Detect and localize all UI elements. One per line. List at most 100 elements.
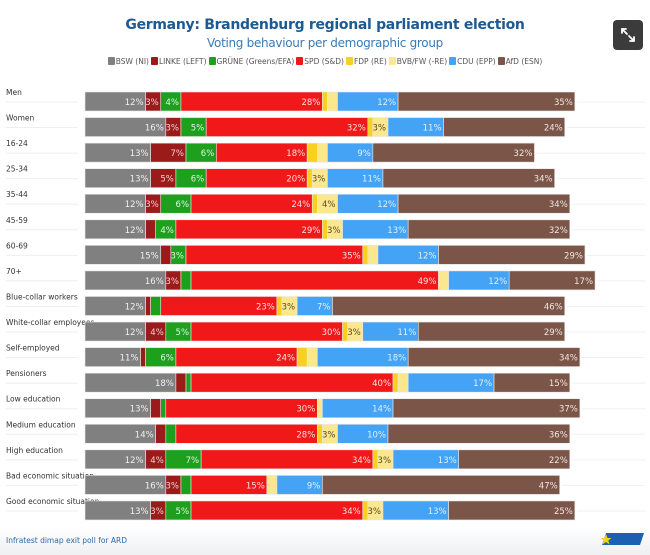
data-label: 17% (574, 277, 593, 287)
bar-segment (190, 270, 439, 291)
expand-icon (621, 28, 635, 42)
data-label: 3% (150, 507, 164, 517)
data-label: 7% (171, 149, 185, 159)
data-label: 11% (423, 124, 442, 134)
category-label: 70+ (6, 267, 22, 276)
data-label: 3% (145, 98, 159, 108)
bar-segment (397, 91, 576, 112)
legend-swatch (497, 57, 505, 65)
data-label: 15% (549, 379, 568, 389)
europe-elects-logo (600, 533, 644, 545)
data-label: 12% (125, 200, 144, 210)
data-label: 13% (130, 175, 149, 185)
data-label: 37% (559, 405, 578, 415)
bar-segment (387, 423, 571, 444)
data-label: 22% (549, 456, 568, 466)
bar-segment (266, 475, 278, 495)
data-label: 16% (145, 481, 164, 491)
bar-segment (508, 270, 596, 291)
legend-label: SPD (S&D) (304, 57, 344, 66)
bar-segment (200, 449, 374, 470)
legend-label: BVB/FW (-RE) (396, 57, 448, 66)
data-label: 12% (125, 456, 144, 466)
data-label: 4% (160, 226, 174, 236)
data-label: 13% (438, 456, 457, 466)
legend-item[interactable]: FDP (RE) (345, 57, 387, 66)
bar-segment (397, 193, 571, 214)
category-label: White-collar employees (6, 318, 94, 327)
bar-segment (140, 347, 146, 367)
data-label: 6% (191, 175, 205, 185)
bar-segment (407, 219, 571, 240)
bar-segment (493, 372, 571, 393)
data-label: 4% (150, 328, 164, 338)
category-label: Medium education (6, 420, 76, 429)
legend-swatch (150, 57, 158, 65)
data-label: 47% (539, 481, 558, 491)
data-label: 9% (357, 149, 371, 159)
bar-segment (392, 372, 399, 393)
bar-segment (311, 193, 318, 214)
category-label: Pensioners (6, 369, 47, 378)
data-label: 3% (165, 481, 179, 491)
bar-segment (367, 245, 379, 265)
legend-swatch (449, 57, 457, 65)
bar-segment (180, 475, 192, 495)
bar-segment (185, 245, 364, 265)
data-label: 18% (286, 149, 305, 159)
data-label: 34% (352, 456, 371, 466)
bar-segment (316, 142, 328, 163)
bar-segment (306, 142, 318, 163)
legend-item[interactable]: GRÜNE (Greens/EFA) (208, 57, 295, 66)
data-label: 11% (362, 175, 381, 185)
data-label: 35% (342, 251, 361, 261)
legend-item[interactable]: BVB/FW (-RE) (388, 57, 448, 66)
bar-segment (296, 347, 308, 367)
legend: BSW (NI) LINKE (LEFT) GRÜNE (Greens/EFA) SP… (0, 57, 650, 66)
data-label: 5% (160, 175, 174, 185)
data-label: 13% (428, 507, 447, 517)
bar-segment (417, 321, 566, 342)
data-label: 14% (135, 430, 154, 440)
data-label: 3% (373, 124, 387, 134)
legend-label: GRÜNE (Greens/EFA) (216, 57, 295, 66)
data-label: 10% (367, 430, 386, 440)
category-label: Women (6, 114, 34, 123)
bar-segment (175, 372, 187, 393)
bar-segment (392, 398, 581, 419)
legend-item[interactable]: LINKE (LEFT) (150, 57, 207, 66)
bar-segment (407, 347, 581, 367)
bar-segment (327, 91, 338, 112)
chart-subtitle: Voting behaviour per demographic group (207, 36, 443, 50)
legend-swatch (388, 57, 396, 65)
legend-item[interactable]: BSW (NI) (107, 57, 149, 66)
data-label: 5% (176, 507, 190, 517)
data-label: 20% (286, 175, 305, 185)
data-label: 3% (312, 175, 326, 185)
bar-segment (190, 372, 394, 393)
legend-item[interactable]: SPD (S&D) (296, 57, 344, 66)
data-label: 13% (387, 226, 406, 236)
bar-segment (185, 372, 192, 393)
data-label: 4% (150, 456, 164, 466)
data-label: 11% (120, 354, 139, 364)
data-label: 4% (165, 98, 179, 108)
legend-label: AfD (ESN) (505, 57, 543, 66)
data-label: 9% (307, 481, 321, 491)
data-label: 24% (276, 354, 295, 364)
expand-button[interactable] (613, 20, 643, 50)
data-label: 3% (347, 328, 361, 338)
data-label: 4% (322, 200, 336, 210)
legend-item[interactable]: AfD (ESN) (497, 57, 543, 66)
data-label: 23% (256, 302, 275, 312)
legend-item[interactable]: CDU (EPP) (449, 57, 496, 66)
data-label: 11% (397, 328, 416, 338)
category-label: 60-69 (6, 241, 28, 250)
bar-segment (443, 117, 566, 137)
legend-swatch (107, 57, 115, 65)
category-label: Bad economic situation (6, 471, 94, 480)
category-label: Low education (6, 395, 61, 404)
data-label: 3% (171, 251, 185, 261)
